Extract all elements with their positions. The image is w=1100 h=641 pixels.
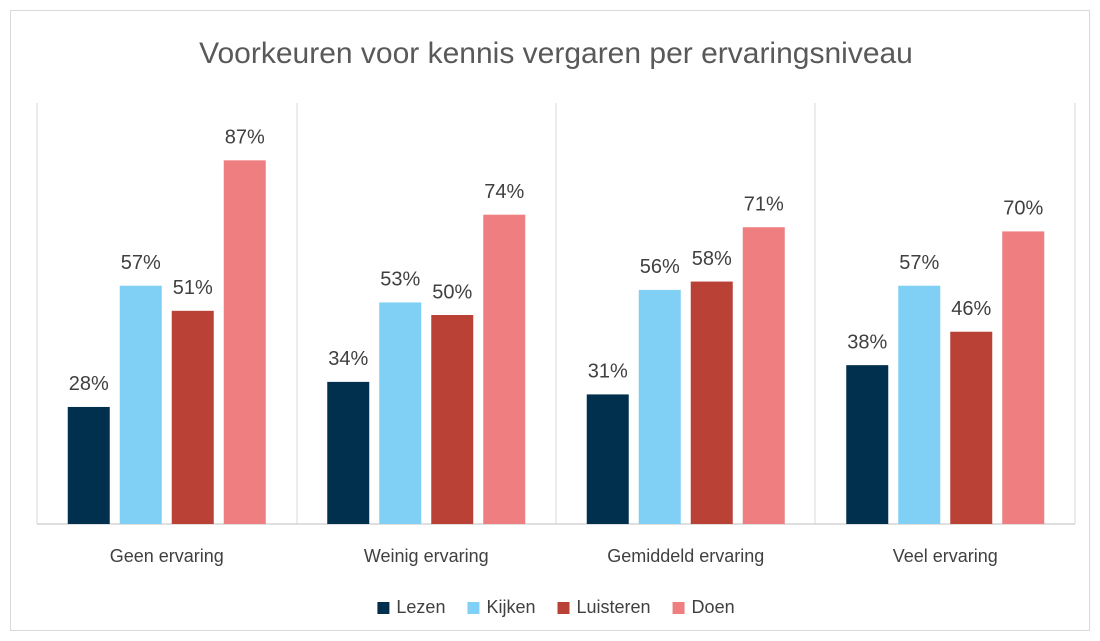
data-label: 46% [951,298,991,320]
bar [379,302,422,524]
legend-swatch [557,602,570,614]
chart-title: Voorkeuren voor kennis vergaren per erva… [199,37,913,70]
x-tick-label: Weinig ervaring [364,546,489,566]
data-label: 71% [744,194,784,216]
data-label: 50% [432,281,472,303]
bar [898,285,941,524]
data-label: 56% [640,256,680,278]
bar [742,227,785,524]
legend-label: Lezen [396,597,445,617]
legend-label: Doen [692,597,735,617]
data-label: 51% [173,277,213,299]
bar [171,310,214,524]
bar [119,285,162,524]
x-tick-label: Veel ervaring [893,546,998,566]
legend-label: Luisteren [576,597,650,617]
bar [483,214,526,524]
bar [638,289,681,524]
data-label: 70% [1003,198,1043,220]
bar [950,331,993,524]
legend-swatch [467,602,480,614]
bar [1002,231,1045,524]
bar [67,406,110,524]
data-label: 87% [225,127,265,149]
bar [690,281,733,524]
legend: Lezen Kijken Luisteren Doen [377,597,735,617]
legend-label: Kijken [486,597,535,617]
legend-swatch [672,602,685,614]
legend-swatch [377,602,390,614]
data-label: 28% [69,373,109,395]
bar [431,315,474,524]
bar [586,394,629,524]
data-label: 38% [847,331,887,353]
x-tick-label: Gemiddeld ervaring [607,546,764,566]
bar [223,160,266,524]
data-label: 74% [484,181,524,203]
bar [327,381,370,524]
data-label: 57% [121,252,161,274]
data-label: 31% [588,361,628,383]
data-label: 58% [692,248,732,270]
data-label: 53% [380,269,420,291]
x-tick-label: Geen ervaring [110,546,224,566]
data-label: 57% [899,252,939,274]
data-label: 34% [328,348,368,370]
bar [846,365,889,524]
